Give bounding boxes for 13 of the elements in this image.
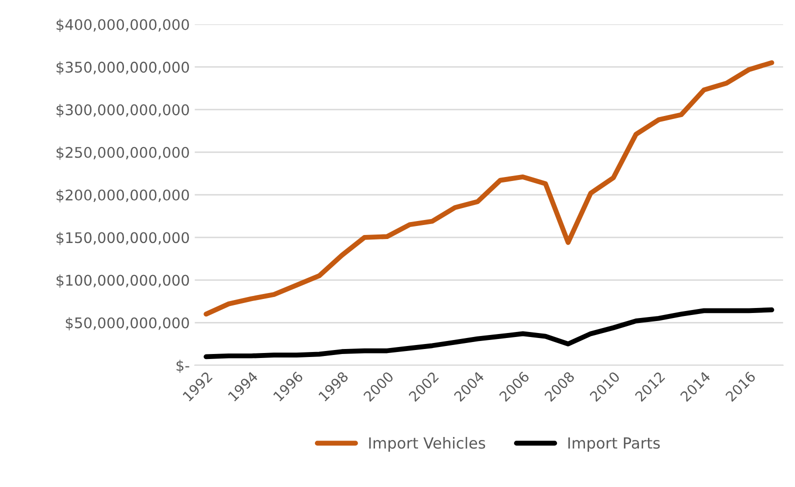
line-series xyxy=(204,60,774,317)
line-series xyxy=(204,307,774,360)
y-tick-label: $250,000,000,000 xyxy=(56,146,189,160)
legend-label: Import Vehicles xyxy=(369,436,486,452)
y-tick-label: $50,000,000,000 xyxy=(66,317,189,330)
y-tick-label: $100,000,000,000 xyxy=(56,274,189,288)
y-tick-label: $- xyxy=(176,360,190,373)
y-tick-label: $300,000,000,000 xyxy=(56,104,189,118)
y-tick-label: $400,000,000,000 xyxy=(56,18,189,32)
y-tick-label: $200,000,000,000 xyxy=(56,189,189,202)
legend-label: Import Parts xyxy=(568,437,660,452)
y-tick-label: $150,000,000,000 xyxy=(56,232,189,246)
y-tick-label: $350,000,000,000 xyxy=(56,61,189,75)
